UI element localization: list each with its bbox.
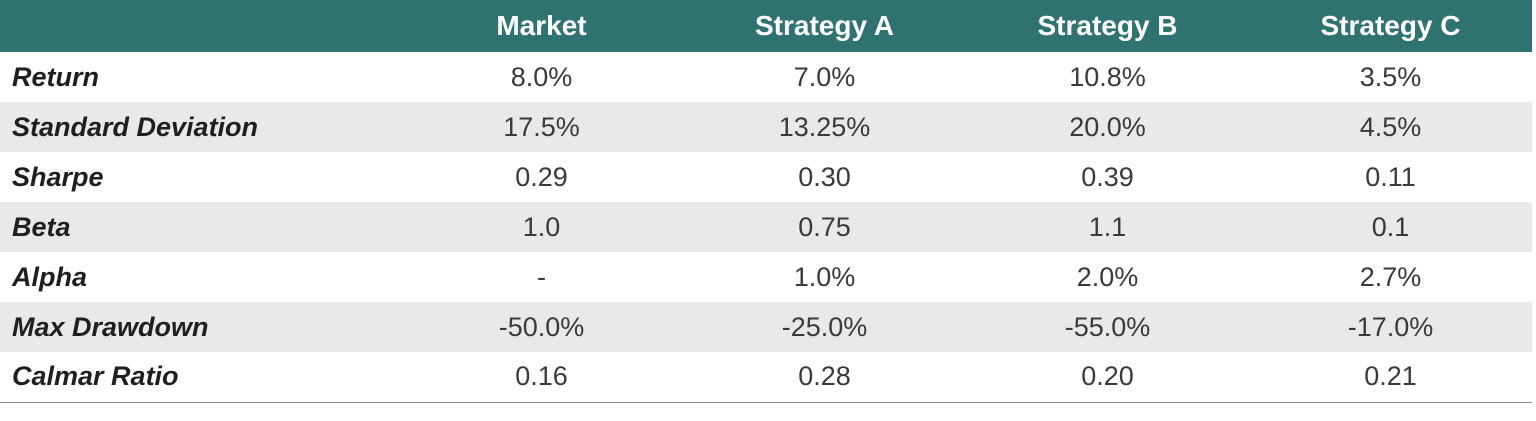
table-cell: - (537, 261, 546, 292)
table-cell: 0.30 (798, 161, 851, 192)
table-cell: 0.1 (1371, 211, 1410, 242)
metrics-table-container: Market Strategy A Strategy B Strategy C … (0, 0, 1532, 402)
row-label-beta: Beta (12, 211, 71, 242)
table-cell: 20.0% (1069, 111, 1146, 142)
table-cell: 1.1 (1088, 211, 1127, 242)
table-cell: 0.16 (515, 361, 568, 392)
table-cell: 1.0% (793, 261, 856, 292)
strategy-metrics-table: Market Strategy A Strategy B Strategy C … (0, 0, 1532, 402)
table-header-row: Market Strategy A Strategy B Strategy C (0, 0, 1532, 52)
table-cell: 0.75 (798, 211, 851, 242)
table-cell: 0.39 (1081, 161, 1134, 192)
table-cell: 8.0% (510, 61, 573, 92)
table-cell: 0.28 (798, 361, 851, 392)
table-row: Beta 1.0 0.75 1.1 0.1 (0, 202, 1532, 252)
row-label-calmar-ratio: Calmar Ratio (12, 361, 179, 392)
header-cell-strategy-a: Strategy A (754, 10, 894, 41)
table-row: Standard Deviation 17.5% 13.25% 20.0% 4.… (0, 102, 1532, 152)
table-cell: 10.8% (1069, 61, 1146, 92)
table-cell: 4.5% (1359, 111, 1422, 142)
table-cell: 17.5% (503, 111, 580, 142)
table-cell: 7.0% (793, 61, 856, 92)
table-row: Sharpe 0.29 0.30 0.39 0.11 (0, 152, 1532, 202)
row-label-sharpe: Sharpe (12, 161, 104, 192)
table-cell: 0.11 (1365, 161, 1416, 192)
table-cell: 2.7% (1359, 261, 1422, 292)
table-cell: -17.0% (1347, 311, 1434, 342)
table-cell: -50.0% (498, 311, 585, 342)
row-label-max-drawdown: Max Drawdown (12, 311, 209, 342)
table-row: Return 8.0% 7.0% 10.8% 3.5% (0, 52, 1532, 102)
table-cell: -25.0% (781, 311, 868, 342)
row-label-standard-deviation: Standard Deviation (12, 111, 259, 142)
table-cell: 13.25% (778, 111, 871, 142)
table-row: Alpha - 1.0% 2.0% 2.7% (0, 252, 1532, 302)
table-cell: 0.29 (515, 161, 568, 192)
row-label-return: Return (12, 61, 99, 92)
table-cell: -55.0% (1064, 311, 1151, 342)
header-cell-corner (0, 0, 400, 52)
table-cell: 2.0% (1076, 261, 1139, 292)
row-label-alpha: Alpha (12, 261, 88, 292)
table-row: Calmar Ratio 0.16 0.28 0.20 0.21 (0, 352, 1532, 402)
table-cell: 1.0 (522, 211, 561, 242)
header-cell-market: Market (496, 10, 587, 41)
table-cell: 0.20 (1081, 361, 1134, 392)
table-cell: 0.21 (1364, 361, 1417, 392)
table-cell: 3.5% (1359, 61, 1422, 92)
header-cell-strategy-b: Strategy B (1037, 10, 1178, 41)
table-row: Max Drawdown -50.0% -25.0% -55.0% -17.0% (0, 302, 1532, 352)
header-cell-strategy-c: Strategy C (1320, 10, 1461, 41)
